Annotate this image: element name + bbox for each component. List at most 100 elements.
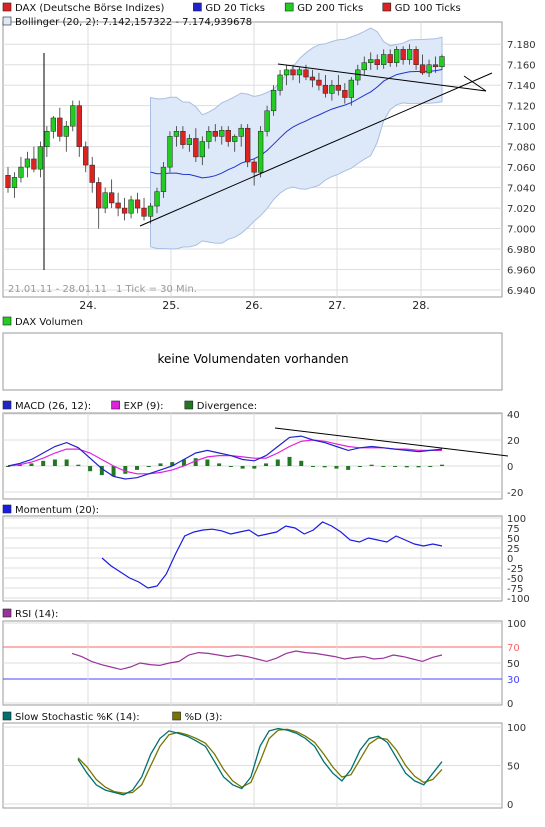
legend-red-square-icon-3 <box>382 2 392 12</box>
divergence-bar-12 <box>146 466 151 467</box>
divergence-bar-20 <box>240 466 245 469</box>
rsi-line <box>71 650 443 671</box>
divergence-bar-4 <box>52 459 57 466</box>
price-tick-label-11: 6.960 <box>507 266 536 277</box>
macd-trendline <box>274 427 509 457</box>
candle-body-38 <box>251 161 257 173</box>
x-tick-label-2: 26. <box>245 299 263 312</box>
candle-body-59 <box>387 54 393 63</box>
candle-body-5 <box>37 146 44 170</box>
candle-body-65 <box>426 64 432 74</box>
stoch-tick-label-1: 50 <box>507 762 520 773</box>
candle-body-58 <box>381 54 387 65</box>
divergence-bar-31 <box>369 464 374 466</box>
candle-body-32 <box>212 131 218 137</box>
candle-body-16 <box>108 192 115 204</box>
candle-body-10 <box>70 105 76 127</box>
candle-body-62 <box>406 49 413 60</box>
candle-body-51 <box>335 84 342 91</box>
candle-body-39 <box>257 131 264 173</box>
candle-body-27 <box>180 131 186 145</box>
macd-legend-label-2: Divergence: <box>197 401 257 412</box>
divergence-bar-37 <box>440 464 444 466</box>
volume-label: DAX Volumen <box>15 317 83 328</box>
candle-body-11 <box>76 105 82 147</box>
candle-body-9 <box>63 125 69 137</box>
volume-panel-frame <box>2 332 503 391</box>
momentum-tick-label-8: -100 <box>507 594 530 605</box>
divergence-bar-22 <box>264 463 269 466</box>
stoch-legend-label-0: Slow Stochastic %K (14): <box>15 712 140 723</box>
date-range-label: 21.01.11 - 28.01.11 <box>8 284 107 295</box>
legend-label-3: GD 100 Ticks <box>395 3 461 14</box>
momentum-tick-label-7: -75 <box>507 584 523 595</box>
price-tick-label-2: 7.140 <box>507 81 536 92</box>
momentum-tick-label-3: 25 <box>507 544 520 555</box>
divergence-bar-14 <box>170 462 175 466</box>
divergence-bar-23 <box>275 459 280 466</box>
divergence-bar-7 <box>88 466 93 472</box>
price-tick-label-10: 6.980 <box>507 245 536 256</box>
candle-body-12 <box>83 146 89 166</box>
candle-body-37 <box>245 127 251 163</box>
candle-body-63 <box>413 49 419 65</box>
candle-body-17 <box>115 202 121 209</box>
candle-body-3 <box>24 158 31 168</box>
rsi-tick-label-1: 70 <box>507 643 520 654</box>
candle-body-28 <box>186 138 193 145</box>
bollinger-label: Bollinger (20, 2): 7.142,157322 - 7.174,… <box>15 17 252 28</box>
divergence-bar-21 <box>252 466 257 469</box>
momentum-tick-label-6: -50 <box>507 574 523 585</box>
price-tick-label-3: 7.120 <box>507 102 536 113</box>
candle-body-30 <box>199 141 205 158</box>
price-tick-label-0: 7.180 <box>507 40 536 51</box>
candle-body-56 <box>368 59 374 63</box>
candle-body-18 <box>121 207 128 214</box>
legend-label-0: DAX (Deutsche Börse Indizes) <box>15 3 164 14</box>
candle-body-36 <box>238 127 244 137</box>
resistance-trendline <box>277 63 487 92</box>
divergence-bar-36 <box>428 466 433 467</box>
divergence-bar-0 <box>6 466 10 467</box>
candle-body-55 <box>361 62 367 71</box>
candle-body-19 <box>128 199 134 214</box>
candle-body-48 <box>316 79 322 86</box>
divergence-bar-6 <box>76 464 81 466</box>
candle-body-40 <box>264 110 270 132</box>
volume-legend-square-icon <box>2 316 12 326</box>
price-tick-label-1: 7.160 <box>507 61 536 72</box>
divergence-bar-13 <box>158 463 163 466</box>
divergence-bar-15 <box>181 459 186 466</box>
divergence-bar-18 <box>217 463 222 466</box>
momentum-tick-label-2: 50 <box>507 534 520 545</box>
momentum-legend-square-icon <box>2 504 12 514</box>
macd-line <box>7 435 443 480</box>
candle-body-15 <box>102 192 108 209</box>
divergence-bar-26 <box>310 466 315 467</box>
candle-body-31 <box>206 131 212 142</box>
legend-green-square-icon-2 <box>284 2 294 12</box>
candle-body-41 <box>270 90 277 112</box>
candle-body-66 <box>432 64 439 68</box>
macd-legend-square-icon-0 <box>2 400 12 410</box>
candle-body-22 <box>147 205 154 217</box>
stoch-legend-label-1: %D (3): <box>185 712 223 723</box>
candle-body-24 <box>160 166 167 192</box>
candle-body-20 <box>134 199 141 209</box>
legend-red-square-icon-0 <box>2 2 12 12</box>
divergence-bar-24 <box>287 456 292 466</box>
sma-20-line <box>150 69 443 179</box>
divergence-bar-30 <box>357 466 362 467</box>
rsi-legend-square-icon <box>2 608 12 618</box>
divergence-bar-34 <box>404 466 409 468</box>
divergence-bar-29 <box>346 466 351 470</box>
candle-body-8 <box>57 117 63 137</box>
x-tick-label-1: 25. <box>162 299 180 312</box>
candle-body-1 <box>11 177 18 188</box>
price-tick-label-9: 7.000 <box>507 225 536 236</box>
x-tick-label-0: 24. <box>79 299 97 312</box>
rsi-tick-label-3: 30 <box>507 675 520 686</box>
candle-body-44 <box>290 69 296 76</box>
